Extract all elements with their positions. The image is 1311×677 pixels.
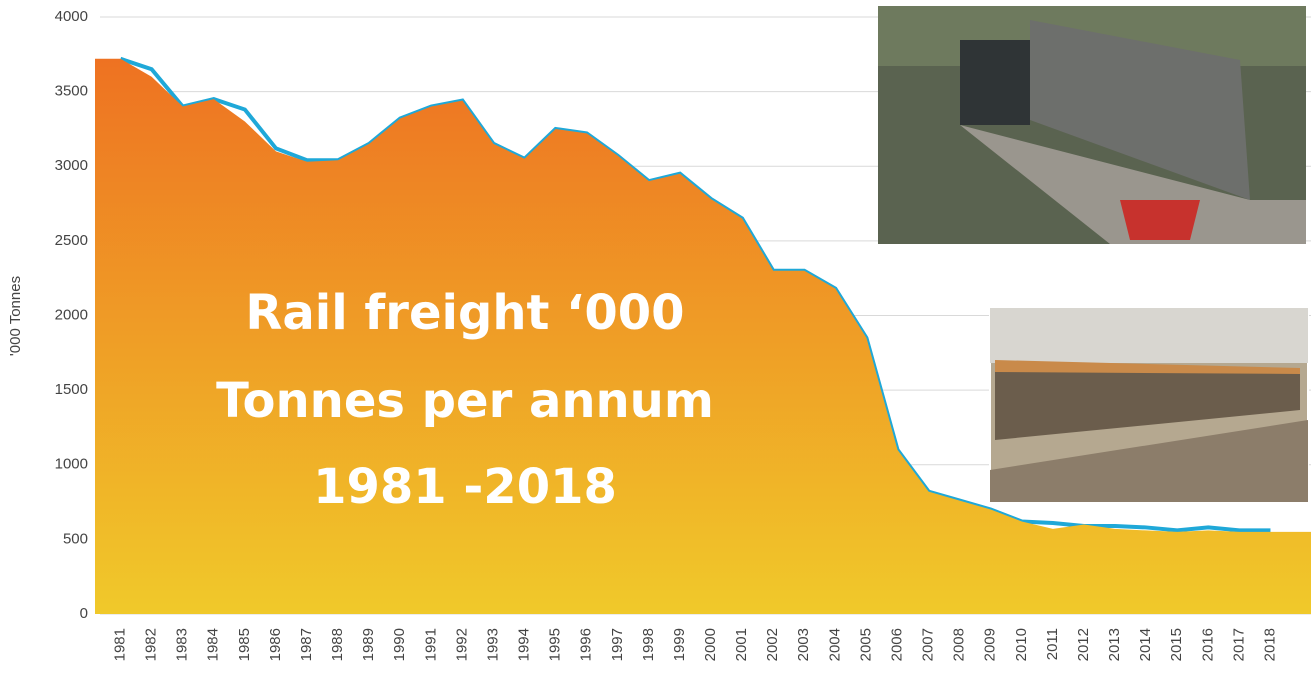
y-axis-label: '000 Tonnes bbox=[7, 276, 24, 356]
x-tick-label: 2015 bbox=[1168, 628, 1185, 661]
x-tick-label: 2000 bbox=[702, 628, 719, 661]
x-tick-label: 2004 bbox=[826, 628, 843, 661]
x-tick-label: 1995 bbox=[547, 628, 564, 661]
x-tick-label: 1990 bbox=[391, 628, 408, 661]
x-tick-label: 1988 bbox=[329, 628, 346, 661]
y-tick-label: 4000 bbox=[55, 8, 88, 25]
x-tick-label: 2011 bbox=[1044, 628, 1061, 660]
x-tick-label: 2010 bbox=[1013, 628, 1030, 661]
x-tick-label: 1987 bbox=[298, 628, 315, 661]
x-tick-label: 2002 bbox=[764, 628, 781, 661]
annotation: Rail freight ‘000 bbox=[245, 285, 684, 341]
photo bbox=[990, 308, 1308, 502]
y-tick-label: 3500 bbox=[55, 83, 88, 100]
x-tick-label: 2003 bbox=[795, 628, 812, 661]
y-tick-label: 3000 bbox=[55, 157, 88, 174]
x-tick-label: 2017 bbox=[1230, 628, 1247, 661]
x-tick-label: 2008 bbox=[951, 628, 968, 661]
x-tick-label: 1983 bbox=[174, 628, 191, 661]
x-tick-label: 2014 bbox=[1137, 628, 1154, 661]
x-tick-label: 2006 bbox=[888, 628, 905, 661]
photo bbox=[878, 6, 1306, 244]
y-tick-label: 500 bbox=[63, 530, 88, 547]
x-tick-label: 1981 bbox=[112, 628, 129, 661]
annotation: 1981 -2018 bbox=[313, 459, 617, 515]
x-tick-label: 1984 bbox=[205, 628, 222, 661]
x-tick-label: 1992 bbox=[453, 628, 470, 661]
x-tick-label: 2009 bbox=[982, 628, 999, 661]
x-tick-label: 2012 bbox=[1075, 628, 1092, 661]
x-tick-label: 2007 bbox=[920, 628, 937, 661]
y-tick-label: 1500 bbox=[55, 381, 88, 398]
x-tick-label: 1986 bbox=[267, 628, 284, 661]
x-tick-label: 1999 bbox=[671, 628, 688, 661]
y-tick-label: 0 bbox=[80, 605, 88, 622]
chart: '000 Tonnes Rail freight ‘000 Tonnes per… bbox=[0, 0, 1311, 677]
x-tick-label: 1997 bbox=[609, 628, 626, 661]
y-tick-label: 1000 bbox=[55, 456, 88, 473]
x-tick-label: 1996 bbox=[578, 628, 595, 661]
x-tick-label: 1994 bbox=[516, 628, 533, 661]
x-tick-label: 1998 bbox=[640, 628, 657, 661]
x-tick-label: 2005 bbox=[857, 628, 874, 661]
x-tick-label: 2001 bbox=[733, 628, 750, 661]
y-tick-label: 2500 bbox=[55, 232, 88, 249]
x-tick-label: 2016 bbox=[1199, 628, 1216, 661]
x-tick-label: 2018 bbox=[1261, 628, 1278, 661]
x-tick-label: 2013 bbox=[1106, 628, 1123, 661]
x-tick-label: 1989 bbox=[360, 628, 377, 661]
x-tick-label: 1985 bbox=[236, 628, 253, 661]
annotation: Tonnes per annum bbox=[216, 373, 714, 429]
y-tick-label: 2000 bbox=[55, 306, 88, 323]
x-tick-label: 1991 bbox=[422, 628, 439, 661]
x-tick-label: 1993 bbox=[484, 628, 501, 661]
x-tick-label: 1982 bbox=[143, 628, 160, 661]
